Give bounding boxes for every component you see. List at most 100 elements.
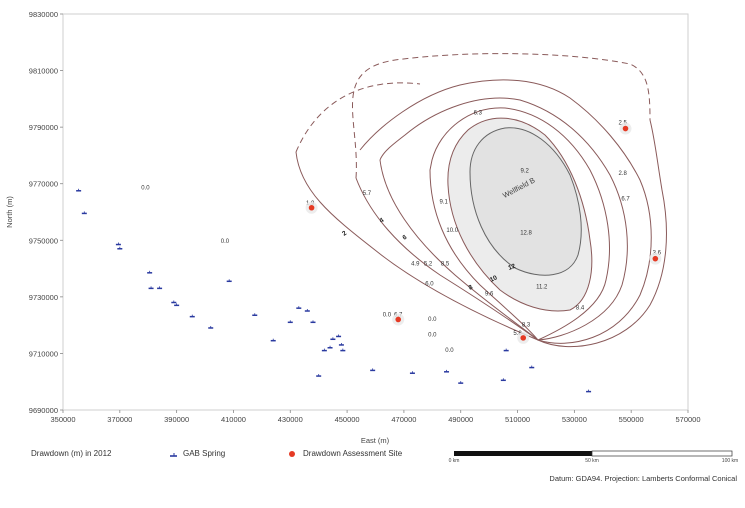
spring-symbol-icon xyxy=(170,453,177,457)
gab-spring xyxy=(252,313,258,316)
legend-drawdown-title: Drawdown (m) in 2012 xyxy=(31,449,112,458)
drawdown-assessment-site xyxy=(395,316,402,323)
datum-projection-note: Datum: GDA94. Projection: Lamberts Confo… xyxy=(549,474,737,483)
drawdown-assessment-site xyxy=(520,335,527,341)
gab-spring xyxy=(117,246,123,250)
gab-spring xyxy=(81,211,87,215)
drawdown-value-label: 8.4 xyxy=(576,306,585,312)
drawdown-contours xyxy=(295,53,667,347)
drawdown-value-label: 9.6 xyxy=(485,291,494,297)
drawdown-value-label: 8.5 xyxy=(441,262,450,268)
gab-spring xyxy=(444,369,450,373)
drawdown-value-label: 5.2 xyxy=(424,262,433,268)
drawdown-value-label: 12.8 xyxy=(520,231,532,237)
gab-spring xyxy=(327,345,333,349)
drawdown-value-label: 11.2 xyxy=(536,284,548,290)
drawdown-value-label: 0.0 xyxy=(383,313,392,319)
gab-spring xyxy=(316,374,322,377)
contour-label: 8 xyxy=(468,284,475,292)
drawdown-value-label: 0.0 xyxy=(221,239,230,245)
x-tick-label: 390000 xyxy=(164,415,189,424)
gab-spring xyxy=(500,378,506,382)
red-circle-icon xyxy=(289,451,295,457)
gab-spring xyxy=(529,365,535,369)
x-tick-label: 570000 xyxy=(675,415,700,424)
gab-spring xyxy=(409,371,415,374)
legend-spring-label: GAB Spring xyxy=(183,449,226,458)
drawdown-value-label: 10.0 xyxy=(446,228,458,234)
contour-6 xyxy=(379,97,628,341)
drawdown-value-label: 2.8 xyxy=(618,171,627,177)
drawdown-value-label: 9.2 xyxy=(520,168,529,174)
drawdown-assessment-site xyxy=(622,125,629,132)
gab-spring xyxy=(370,368,376,372)
contour-2 xyxy=(295,119,667,347)
contour-outer-dashed xyxy=(352,53,651,179)
drawdown-value-label: 8.3 xyxy=(522,323,531,329)
scale-label-50: 50 km xyxy=(585,458,599,464)
y-tick-label: 9730000 xyxy=(29,293,58,302)
y-tick-label: 9830000 xyxy=(29,10,58,19)
gab-spring xyxy=(338,342,344,346)
y-tick-label: 9690000 xyxy=(29,406,58,415)
contour-label: 6 xyxy=(402,234,409,242)
drawdown-value-label: 6.0 xyxy=(425,282,434,288)
drawdown-value-label: 5.7 xyxy=(363,191,372,197)
x-tick-label: 410000 xyxy=(221,415,246,424)
gab-spring xyxy=(586,389,592,393)
contour-dashed-2 xyxy=(295,82,421,153)
gab-spring xyxy=(148,286,154,290)
gab-spring xyxy=(208,325,214,329)
y-axis-ticks: 9830000 9810000 9790000 9770000 9750000 97300… xyxy=(29,10,63,415)
gab-spring xyxy=(174,303,180,307)
contour-label-group: 2 4 6 8 10 12 xyxy=(341,217,517,292)
x-tick-label: 470000 xyxy=(391,415,416,424)
gab-spring xyxy=(287,320,293,324)
y-tick-label: 9810000 xyxy=(29,67,58,76)
contour-8 xyxy=(429,107,610,341)
gab-spring xyxy=(189,314,195,318)
gab-spring xyxy=(321,348,327,352)
gab-spring xyxy=(310,320,316,324)
scale-bar-black xyxy=(454,451,592,456)
y-tick-label: 9750000 xyxy=(29,236,58,245)
assessment-sites xyxy=(305,122,662,344)
plot-area xyxy=(62,13,689,411)
x-axis-label: East (m) xyxy=(361,436,390,445)
x-tick-label: 510000 xyxy=(505,415,530,424)
drawdown-value-label: 9.1 xyxy=(440,200,449,206)
x-tick-label: 450000 xyxy=(335,415,360,424)
drawdown-value-label: 6.7 xyxy=(621,197,630,203)
y-tick-label: 9770000 xyxy=(29,180,58,189)
drawdown-value-label: 0.0 xyxy=(428,317,437,323)
y-axis-label: North (m) xyxy=(5,196,14,228)
contour-4 xyxy=(355,79,652,344)
drawdown-value-label: 5.8 xyxy=(513,331,522,337)
scale-label-100: 100 km xyxy=(722,458,738,464)
x-tick-label: 430000 xyxy=(278,415,303,424)
x-tick-label: 530000 xyxy=(562,415,587,424)
contour-12 xyxy=(469,127,582,276)
x-tick-label: 490000 xyxy=(448,415,473,424)
gab-spring xyxy=(171,300,177,304)
gab-spring xyxy=(76,188,82,192)
contour-label: 10 xyxy=(489,274,499,284)
contour-label: 2 xyxy=(341,230,348,238)
gab-spring xyxy=(157,286,163,290)
gab-spring xyxy=(147,270,153,274)
x-tick-label: 350000 xyxy=(50,415,75,424)
drawdown-value-label: 0.0 xyxy=(428,332,437,338)
gab-spring xyxy=(503,348,509,352)
drawdown-assessment-site xyxy=(308,204,315,211)
gab-springs xyxy=(76,188,592,393)
x-axis-ticks: 350000 370000 390000 410000 430000 450000 4700… xyxy=(50,410,701,424)
y-tick-label: 9710000 xyxy=(29,349,58,358)
drawdown-assessment-site xyxy=(652,255,659,262)
gab-spring xyxy=(304,309,310,312)
gab-spring xyxy=(270,338,276,342)
contour-label: 4 xyxy=(379,217,386,225)
gab-spring xyxy=(330,337,336,341)
drawdown-value-label: 4.9 xyxy=(411,262,420,268)
x-tick-label: 370000 xyxy=(107,415,132,424)
